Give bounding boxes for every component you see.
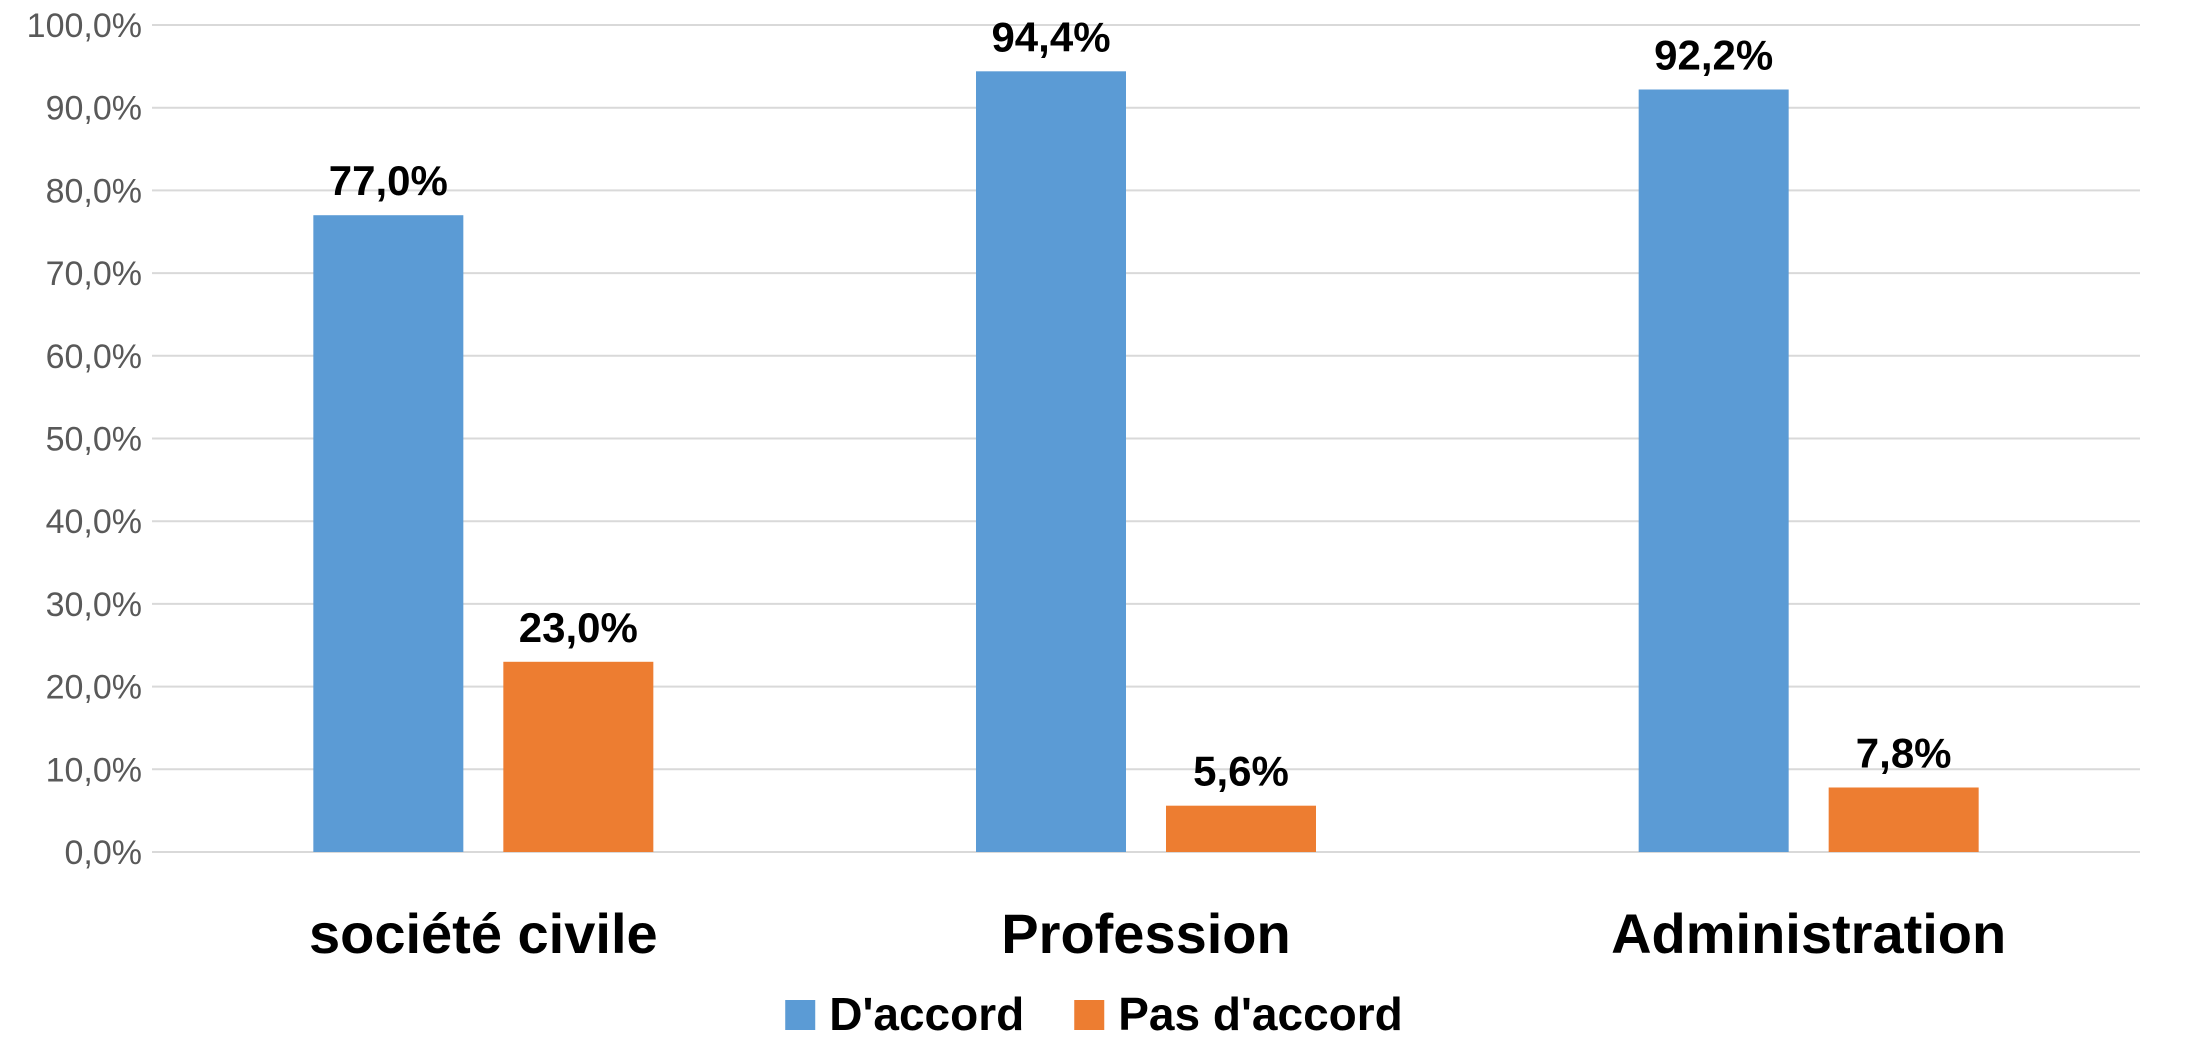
legend: D'accord Pas d'accord <box>785 988 1403 1040</box>
y-tick-label: 50,0% <box>46 421 142 459</box>
x-tick-label: Administration <box>1611 902 2006 965</box>
bar <box>503 661 654 852</box>
y-tick-label: 70,0% <box>46 255 142 293</box>
x-axis: société civile Profession Administration <box>309 902 2006 965</box>
data-label: 7,8% <box>1856 729 1952 776</box>
legend-swatch <box>785 1000 816 1030</box>
gridlines <box>152 24 2140 853</box>
y-tick-label: 0,0% <box>65 834 143 872</box>
y-axis: 0,0% 10,0% 20,0% 30,0% 40,0% 50,0% 60,0% 70,0% 8… <box>27 7 142 872</box>
bar <box>1828 787 1979 852</box>
y-tick-label: 90,0% <box>46 90 142 128</box>
legend-swatch <box>1074 1000 1105 1030</box>
y-tick-label: 20,0% <box>46 669 142 707</box>
y-tick-label: 100,0% <box>27 7 142 45</box>
bar <box>313 215 464 852</box>
bar <box>976 71 1126 852</box>
data-label: 94,4% <box>991 13 1110 60</box>
bar <box>1166 805 1316 852</box>
y-tick-label: 60,0% <box>46 338 142 376</box>
x-tick-label: société civile <box>309 902 658 965</box>
legend-label: D'accord <box>829 988 1024 1040</box>
data-label: 92,2% <box>1654 32 1773 79</box>
y-tick-label: 10,0% <box>46 751 142 789</box>
bars <box>313 71 1979 853</box>
legend-label: Pas d'accord <box>1118 988 1403 1040</box>
bar <box>1638 89 1789 853</box>
data-labels: 77,0% 23,0% 94,4% 5,6% 92,2% 7,8% <box>329 13 1952 794</box>
data-label: 5,6% <box>1193 748 1289 795</box>
y-tick-label: 40,0% <box>46 503 142 541</box>
data-label: 77,0% <box>329 157 448 204</box>
x-tick-label: Profession <box>1001 902 1290 965</box>
y-tick-label: 30,0% <box>46 586 142 624</box>
y-tick-label: 80,0% <box>46 172 142 210</box>
data-label: 23,0% <box>519 604 638 651</box>
